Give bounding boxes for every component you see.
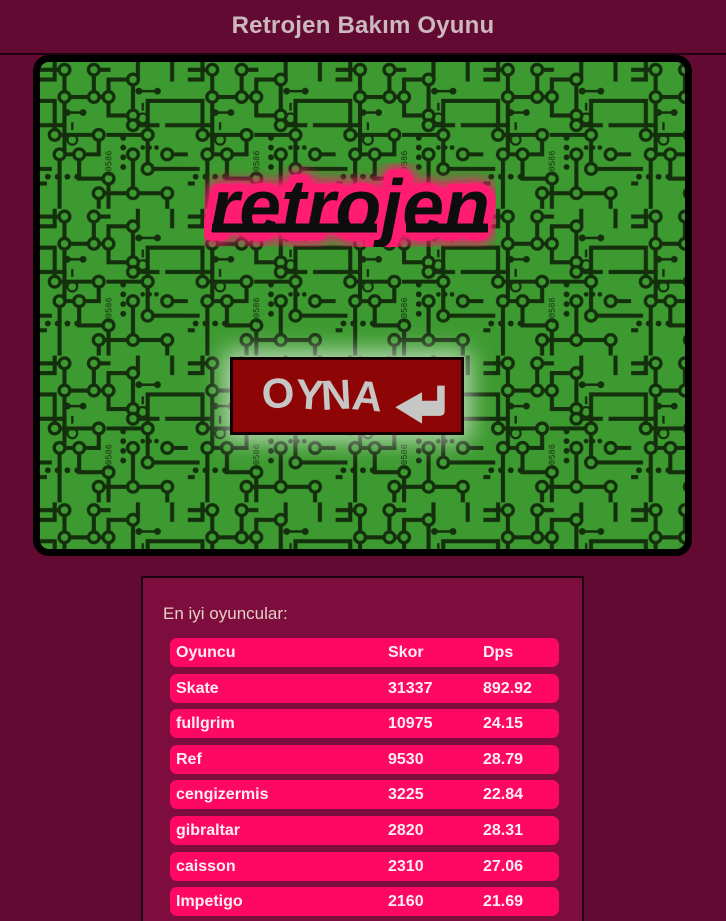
svg-text:OYNA: OYNA	[259, 368, 384, 420]
svg-text:retrojen: retrojen	[210, 164, 490, 247]
